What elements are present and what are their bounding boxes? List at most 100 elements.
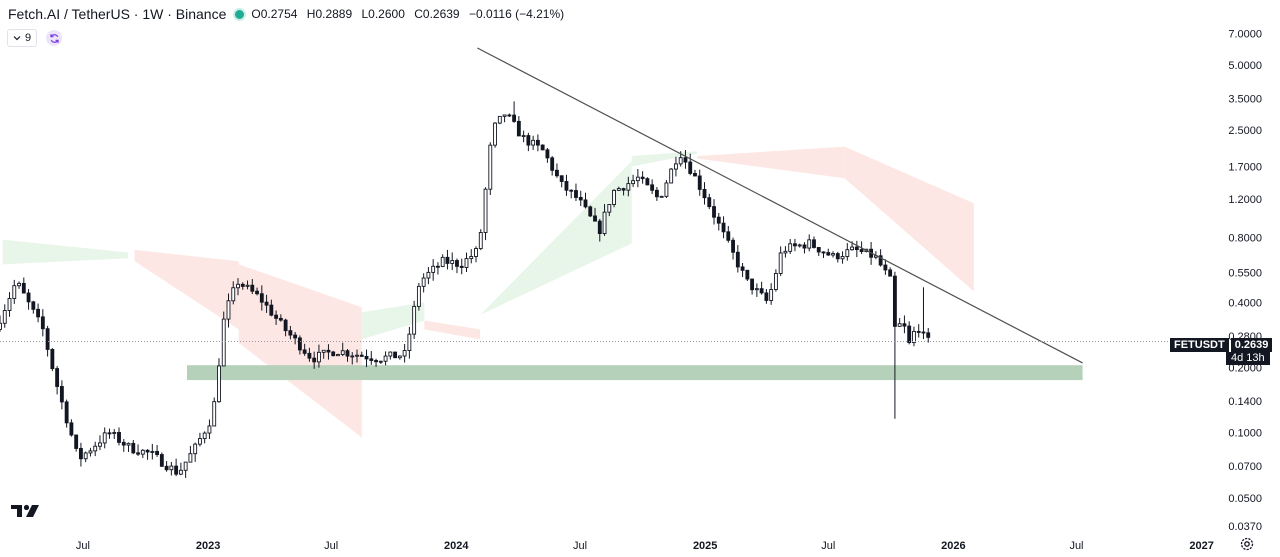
candle-down	[835, 253, 840, 260]
candle-down	[812, 239, 816, 248]
low-value: L0.2600	[361, 7, 405, 21]
candle-down	[816, 247, 821, 253]
candle-down	[374, 360, 378, 363]
market-status-icon	[235, 9, 245, 19]
candle-up	[207, 425, 212, 434]
price-tag-value: 0.2639	[1230, 338, 1273, 352]
candle-down	[240, 283, 245, 287]
candle-up	[469, 256, 474, 260]
change-value: −0.0116 (−4.21%)	[468, 7, 565, 21]
candle-down	[55, 368, 60, 387]
price-tick-label: 1.2000	[1228, 194, 1262, 206]
candle-down	[174, 465, 179, 475]
candle-down	[64, 401, 69, 424]
candle-up	[783, 250, 788, 254]
candle-up	[217, 365, 221, 403]
candle-down	[107, 432, 112, 435]
candle-down	[578, 196, 583, 201]
candle-down	[507, 114, 512, 117]
time-axis[interactable]: Jul 2023 Jul 2024 Jul 2025 Jul 2026 Jul 2027	[76, 540, 1214, 552]
candle-down	[745, 269, 750, 280]
candle-down	[640, 176, 645, 180]
candle-down	[117, 432, 121, 443]
chevron-down-icon	[13, 36, 21, 41]
price-tag-symbol: FETUSDT	[1170, 338, 1229, 352]
candle-down	[59, 386, 64, 403]
candle-up	[488, 144, 493, 190]
indicators-toggle-button[interactable]: 9	[7, 29, 38, 47]
candle-down	[131, 442, 136, 454]
candle-down	[359, 354, 364, 357]
candle-down	[264, 301, 269, 306]
candle-up	[378, 360, 383, 363]
candle-down	[31, 301, 36, 310]
candle-down	[621, 188, 626, 191]
candle-up	[464, 258, 469, 268]
candle-up	[602, 211, 607, 235]
candle-down	[364, 355, 369, 360]
candle-up	[678, 157, 683, 165]
candle-up	[521, 135, 526, 138]
candle-down	[331, 351, 336, 357]
candle-up	[236, 283, 240, 289]
candle-down	[288, 330, 293, 336]
time-tick-label: Jul	[324, 540, 338, 552]
candle-down	[574, 190, 578, 198]
candle-down	[393, 351, 398, 359]
candle-down	[250, 284, 255, 292]
price-tick-label: 0.0370	[1228, 521, 1262, 533]
sync-button[interactable]	[46, 30, 63, 46]
candle-down	[545, 149, 550, 159]
symbol-title[interactable]: Fetch.AI / TetherUS · 1W · Binance	[8, 6, 227, 22]
time-tick-label: Jul	[573, 540, 587, 552]
candle-up	[188, 453, 193, 463]
candle-down	[45, 328, 50, 350]
price-tick-label: 2.5000	[1228, 125, 1262, 137]
candle-down	[550, 157, 555, 171]
candle-up	[350, 355, 355, 358]
candle-down	[597, 220, 602, 235]
candle-up	[317, 351, 321, 363]
time-tick-label: Jul	[1069, 540, 1083, 552]
candle-down	[40, 316, 45, 330]
candle-down	[459, 265, 464, 268]
candle-up	[231, 287, 236, 302]
time-tick-label: 2024	[444, 540, 469, 552]
candle-down	[702, 188, 707, 199]
candle-down	[921, 331, 926, 334]
candle-up	[0, 322, 2, 330]
candle-down	[826, 252, 831, 256]
candle-down	[750, 278, 755, 291]
candle-down	[712, 206, 716, 218]
candle-down	[274, 314, 279, 319]
high-value: H0.2889	[306, 7, 353, 21]
candle-down	[121, 441, 126, 446]
candle-up	[612, 189, 616, 205]
candle-up	[212, 401, 217, 427]
candle-up	[778, 252, 783, 274]
candle-down	[255, 290, 259, 295]
price-tick-label: 7.0000	[1228, 29, 1262, 41]
candle-up	[340, 350, 345, 355]
price-tick-label: 1.7000	[1228, 161, 1262, 173]
candle-up	[626, 183, 631, 191]
candle-down	[654, 189, 659, 198]
candle-down	[716, 216, 721, 224]
candle-down	[683, 157, 688, 163]
tradingview-logo-icon[interactable]	[11, 503, 41, 519]
indicator-toolbar: 9	[7, 29, 63, 47]
candle-down	[535, 139, 540, 146]
gear-icon[interactable]	[1240, 537, 1254, 551]
candle-down	[764, 292, 769, 301]
candle-up	[126, 442, 131, 446]
candle-up	[607, 204, 612, 213]
candle-up	[531, 139, 536, 146]
candle-down	[69, 422, 74, 436]
ohlc-values: O0.2754 H0.2889 L0.2600 C0.2639 −0.0116 …	[251, 7, 570, 21]
candle-up	[402, 350, 407, 357]
candle-up	[431, 265, 436, 273]
candle-down	[302, 349, 307, 354]
price-axis[interactable]: 7.0000 5.0000 3.5000 2.5000 1.7000 1.2000 0.80…	[1228, 29, 1262, 534]
candle-down	[164, 465, 169, 471]
